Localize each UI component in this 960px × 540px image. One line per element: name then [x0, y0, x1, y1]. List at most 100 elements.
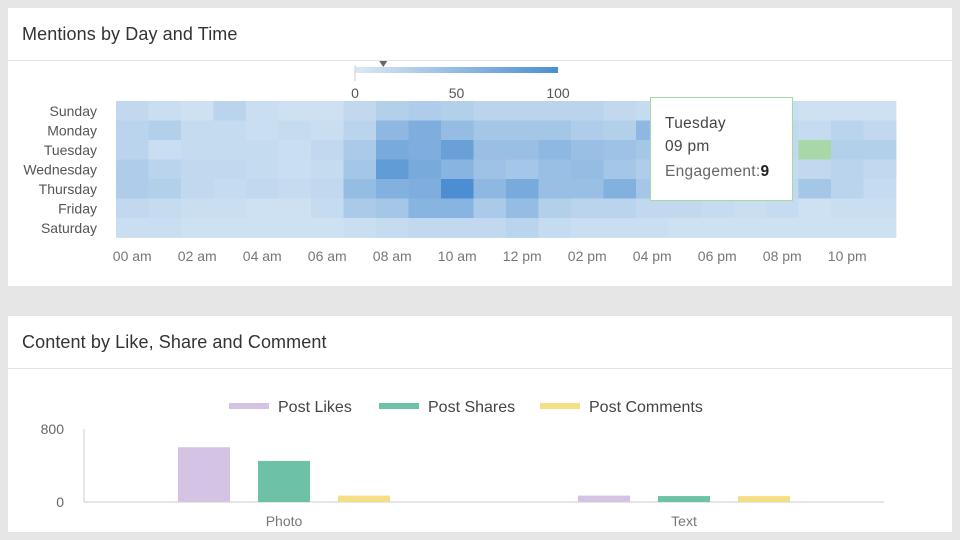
heatmap-cell [831, 218, 864, 238]
heatmap-cell [571, 218, 604, 238]
heatmap-cell [538, 159, 572, 180]
title-divider [8, 60, 952, 61]
heatmap-cell [408, 198, 442, 219]
heatmap-cell [571, 120, 604, 141]
heatmap-cell [571, 140, 604, 160]
heatmap-x-tick-label: 08 pm [763, 248, 802, 264]
legend-label: Post Shares [428, 399, 515, 416]
heatmap-cell [798, 140, 832, 160]
heatmap-cell [733, 218, 767, 238]
heatmap-cell [343, 218, 377, 238]
heatmap-cell [311, 159, 344, 180]
heatmap-cell [441, 120, 474, 141]
heatmap-x-tick-label: 04 am [243, 248, 282, 264]
heatmap-row-label: Friday [58, 200, 97, 216]
heatmap-cell [148, 179, 182, 199]
heatmap-cell [473, 101, 507, 121]
heatmap-cell [148, 120, 182, 141]
heatmap-cell [181, 179, 214, 199]
heatmap-x-tick-label: 10 am [438, 248, 477, 264]
heatmap-cell [246, 120, 279, 141]
heatmap-cell [148, 198, 182, 219]
bar [658, 496, 710, 502]
heatmap-cell [863, 101, 897, 121]
bar-panel: Content by Like, Share and Comment 0 800 P… [8, 316, 952, 532]
heatmap-cell [408, 218, 442, 238]
heatmap-cell [863, 179, 897, 199]
tooltip-time: 09 pm [665, 138, 710, 155]
heatmap-cell [636, 198, 669, 219]
heatmap-cell [831, 159, 864, 180]
heatmap-cell [506, 140, 539, 160]
heatmap-row-label: Thursday [39, 181, 97, 197]
legend-swatch [379, 403, 419, 409]
heatmap-cell [473, 140, 507, 160]
heatmap-cell [668, 218, 702, 238]
heatmap-cell [441, 159, 474, 180]
heatmap-cell [668, 198, 702, 219]
heatmap-cell [376, 159, 409, 180]
heatmap-cell [441, 198, 474, 219]
heatmap-cell [181, 101, 214, 121]
heatmap-cell [181, 120, 214, 141]
heatmap-cell [603, 218, 637, 238]
heatmap-x-tick-label: 00 am [113, 248, 152, 264]
heatmap-cell [798, 101, 832, 121]
heatmap-cell [603, 140, 637, 160]
heatmap-cell [246, 101, 279, 121]
heatmap-cell [246, 198, 279, 219]
heatmap-cell [831, 179, 864, 199]
heatmap-cell [506, 159, 539, 180]
color-scale-tick-label: 0 [351, 85, 359, 101]
color-scale-tick-label: 100 [546, 85, 570, 101]
heatmap-cell [311, 140, 344, 160]
legend-label: Post Comments [589, 399, 703, 416]
heatmap-cell [148, 159, 182, 180]
title-divider [8, 368, 952, 369]
heatmap-x-tick-label: 02 pm [568, 248, 607, 264]
heatmap-title: Mentions by Day and Time [22, 24, 238, 44]
heatmap-cell [116, 218, 149, 238]
heatmap-cell [246, 159, 279, 180]
heatmap-cell [408, 159, 442, 180]
heatmap-row-label: Sunday [50, 103, 97, 119]
heatmap-cell [278, 218, 312, 238]
heatmap-cell [863, 120, 897, 141]
heatmap-row-label: Saturday [41, 220, 97, 236]
heatmap-cell [376, 218, 409, 238]
heatmap-cell [701, 198, 734, 219]
heatmap-cell [798, 218, 832, 238]
heatmap-cell [506, 101, 539, 121]
heatmap-x-tick-label: 12 pm [503, 248, 542, 264]
heatmap-x-tick-label: 02 am [178, 248, 217, 264]
heatmap-cell [441, 179, 474, 199]
heatmap-cell [311, 218, 344, 238]
heatmap-cell [441, 101, 474, 121]
heatmap-cell [441, 140, 474, 160]
heatmap-cell [148, 218, 182, 238]
heatmap-cell [408, 101, 442, 121]
heatmap-cell [538, 140, 572, 160]
heatmap-cell [408, 120, 442, 141]
heatmap-row-label: Tuesday [44, 142, 97, 158]
heatmap-cell [376, 179, 409, 199]
heatmap-cell [798, 159, 832, 180]
heatmap-cell [798, 198, 832, 219]
heatmap-x-tick-label: 08 am [373, 248, 412, 264]
heatmap-cell [116, 120, 149, 141]
x-category-label: Text [671, 513, 697, 529]
heatmap-cell [408, 179, 442, 199]
bar [258, 460, 310, 502]
heatmap-cell [213, 101, 247, 121]
color-scale-bar [355, 67, 558, 73]
heatmap-cell [408, 140, 442, 160]
heatmap-cell [376, 120, 409, 141]
heatmap-cell [213, 140, 247, 160]
heatmap-cell [376, 198, 409, 219]
heatmap-cell [473, 179, 507, 199]
heatmap-cell [246, 140, 279, 160]
heatmap-cell [831, 101, 864, 121]
heatmap-cell [831, 140, 864, 160]
bar [178, 447, 230, 502]
tooltip-day: Tuesday [665, 115, 726, 132]
